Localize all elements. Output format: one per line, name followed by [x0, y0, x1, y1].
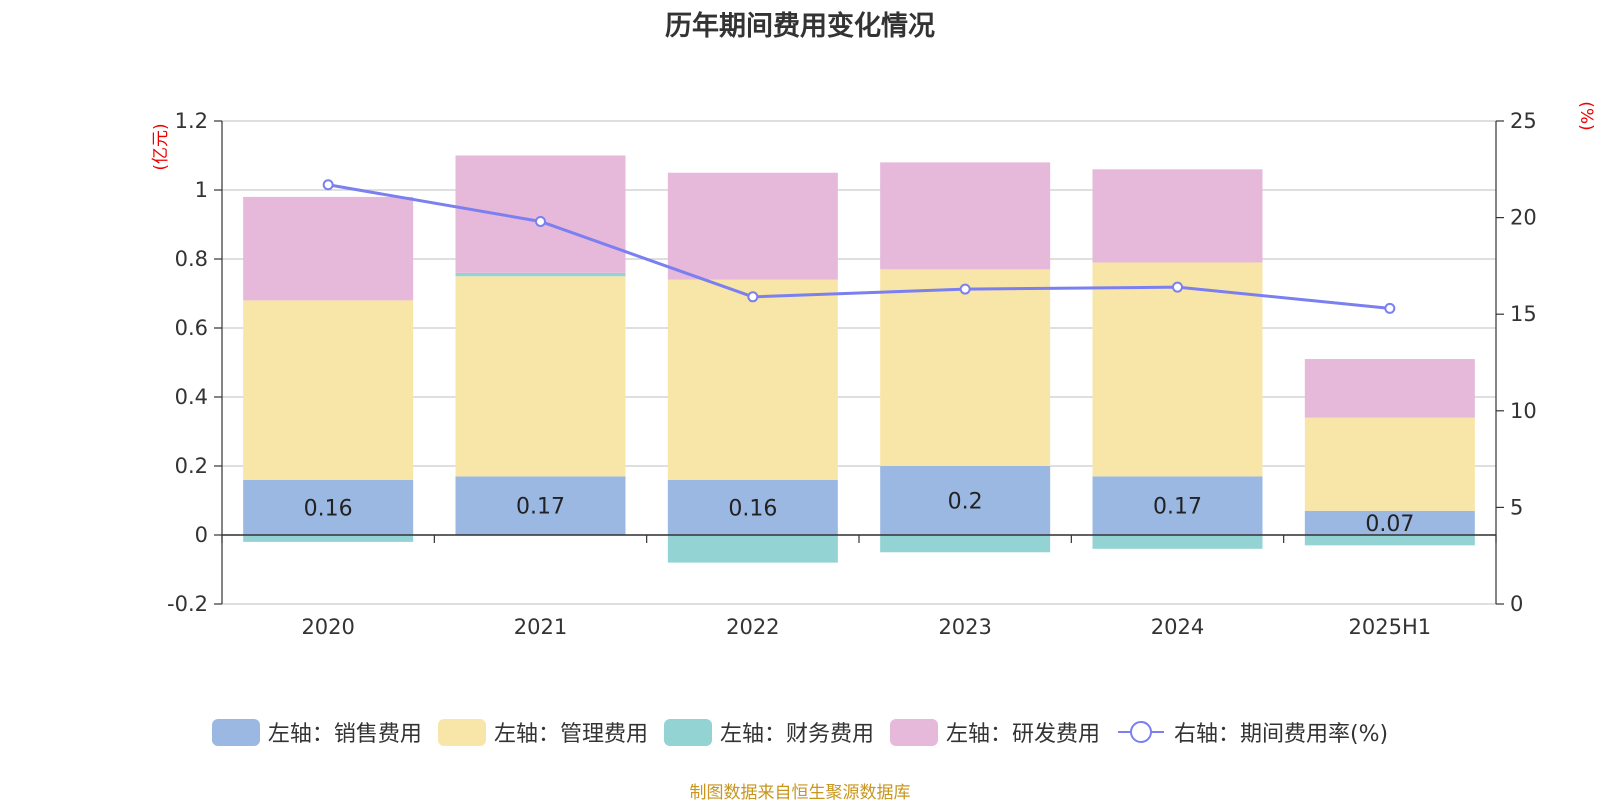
- y-right-tick-label: 25: [1510, 109, 1537, 133]
- y-right-unit: (%): [1576, 101, 1596, 130]
- bar-segment: [243, 196, 414, 301]
- legend-item[interactable]: 左轴：销售费用: [211, 716, 422, 748]
- bar-segment: [667, 172, 838, 280]
- y-right-tick-label: 5: [1510, 495, 1523, 519]
- x-tick-label: 2025H1: [1349, 615, 1432, 639]
- rate-point: [1172, 281, 1183, 293]
- legend-label: 右轴：期间费用率(%): [1173, 722, 1389, 747]
- legend-swatch: [437, 718, 486, 746]
- legend-label: 左轴：研发费用: [945, 722, 1100, 747]
- bar-segment: [667, 479, 838, 535]
- bar-segment: [455, 276, 626, 477]
- x-tick-label: 2023: [938, 615, 991, 639]
- legend-swatch: [211, 718, 260, 746]
- bar-segment: [667, 279, 838, 480]
- y-right-tick-label: 15: [1510, 302, 1537, 326]
- legend-label: 左轴：销售费用: [267, 722, 422, 747]
- y-right-tick-label: 10: [1510, 399, 1537, 423]
- bar-segment: [455, 476, 626, 535]
- bar-segment: [1092, 169, 1263, 263]
- bar-segment: [1092, 476, 1263, 535]
- rate-point: [959, 283, 971, 295]
- x-tick-label: 2021: [514, 615, 567, 639]
- bar-segment: [455, 155, 626, 273]
- y-left-tick-label: 0.4: [175, 385, 208, 409]
- bar-segment: [1092, 535, 1263, 549]
- y-left-tick-label: 0.6: [175, 316, 208, 340]
- rate-point: [535, 215, 546, 227]
- y-left-tick-label: 1.2: [175, 109, 208, 133]
- y-left-tick-label: 0.8: [175, 247, 208, 271]
- data-label: 0.16: [304, 496, 353, 521]
- legend-item[interactable]: 左轴：研发费用: [889, 716, 1100, 748]
- y-left-tick-label: -0.2: [167, 592, 208, 616]
- y-left-unit: (亿元): [151, 123, 171, 170]
- legend-label: 左轴：财务费用: [719, 722, 874, 747]
- bar-segment: [455, 272, 626, 277]
- bar-segment: [880, 535, 1051, 553]
- y-left-tick-label: 0: [195, 523, 208, 547]
- bar-segment: [880, 466, 1051, 535]
- bar-segment: [1092, 262, 1263, 477]
- data-label: 0.17: [516, 495, 565, 520]
- rate-point: [322, 179, 334, 191]
- legend-swatch: [663, 718, 712, 746]
- bar-segment: [243, 535, 414, 542]
- y-left-tick-label: 0.2: [175, 454, 208, 478]
- data-label: 0.17: [1153, 495, 1202, 520]
- rate-point: [1384, 302, 1396, 314]
- source-note: 制图数据来自恒生聚源数据库: [689, 783, 911, 803]
- y-right-tick-label: 0: [1510, 592, 1523, 616]
- legend: 左轴：销售费用 左轴：管理费用 左轴：财务费用 左轴：研发费用 右轴：期间费用率(%): [0, 716, 1600, 748]
- legend-item[interactable]: 右轴：期间费用率(%): [1116, 716, 1388, 748]
- bar-segment: [1304, 359, 1475, 418]
- bar-segment: [667, 535, 838, 563]
- data-label: 0.2: [948, 490, 983, 515]
- bar-segment: [243, 300, 414, 480]
- bar-segment: [1304, 535, 1475, 546]
- bar-segment: [880, 162, 1051, 270]
- bar-segment: [1304, 417, 1475, 511]
- chart-title: 历年期间费用变化情况: [665, 11, 935, 42]
- data-label: 0.16: [728, 496, 777, 521]
- legend-line-marker-icon: [1117, 721, 1164, 743]
- bar-segment: [1304, 510, 1475, 535]
- rate-line: [327, 183, 1390, 310]
- legend-item[interactable]: 左轴：管理费用: [437, 716, 648, 748]
- data-label: 0.07: [1365, 512, 1414, 537]
- x-tick-label: 2024: [1151, 615, 1204, 639]
- legend-swatch: [889, 718, 938, 746]
- legend-label: 左轴：管理费用: [493, 722, 648, 747]
- x-tick-label: 2022: [726, 615, 779, 639]
- x-tick-label: 2020: [301, 615, 354, 639]
- rate-point: [747, 291, 759, 303]
- legend-item[interactable]: 左轴：财务费用: [663, 716, 874, 748]
- y-right-tick-label: 20: [1510, 206, 1537, 230]
- y-left-tick-label: 1: [195, 178, 208, 202]
- bar-segment: [243, 479, 414, 535]
- bar-segment: [880, 269, 1051, 466]
